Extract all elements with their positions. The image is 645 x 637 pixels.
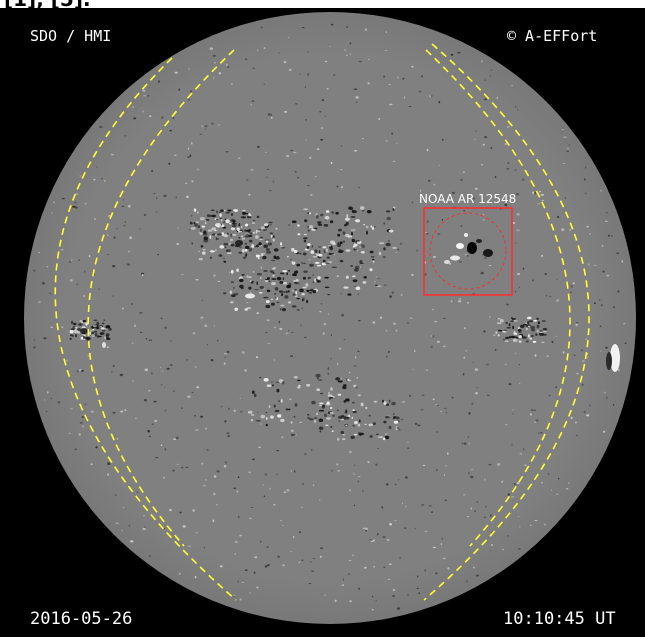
limb-feature [606,344,620,372]
meridian-arc-left-inner [87,49,235,547]
time-label: 10:10:45 UT [503,609,616,629]
region-dashed-circle [429,212,507,290]
sunspot-bright [456,243,464,249]
meridian-arc-right-inner [425,49,571,547]
sunspot-dark [467,242,477,254]
limb-shading [24,12,636,624]
instrument-label: SDO / HMI [30,27,112,45]
meridian-arc-right-outer [423,43,590,601]
heliographic-meridians [54,43,590,601]
credit-label: © A-EFFort [507,27,598,45]
magnetic-field-speckles [33,23,627,611]
header-fragment: [1], [5]. [4,0,91,8]
region-label: NOAA AR 12548 [419,192,517,206]
active-region-box [423,207,513,296]
meridian-arc-left-outer [54,57,237,601]
region-rectangle [423,207,513,296]
cropped-header-text: [1], [5]. [0,0,645,8]
date-label: 2016-05-26 [30,609,133,629]
